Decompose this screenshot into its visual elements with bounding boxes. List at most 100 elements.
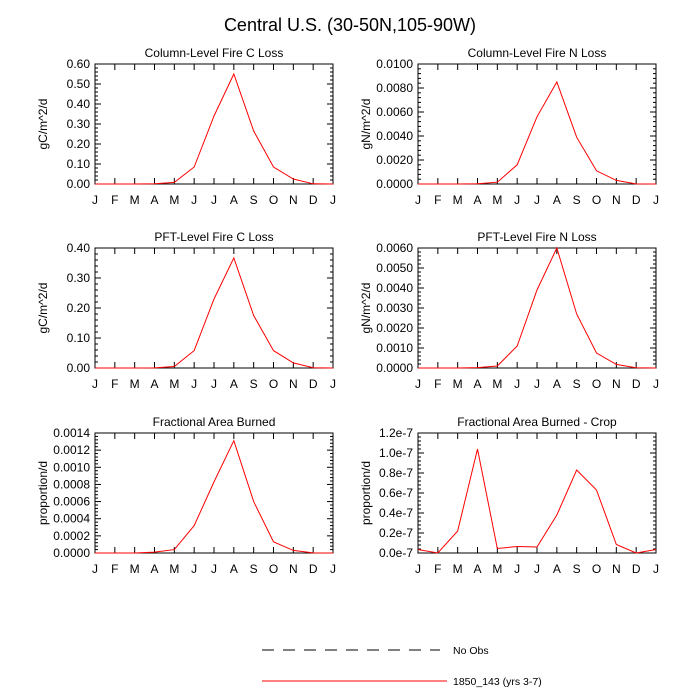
x-tick-label: F (434, 193, 441, 207)
plot-frame (417, 63, 657, 185)
x-tick-label: J (211, 562, 217, 576)
x-tick-label: J (514, 377, 520, 391)
y-tick-label: 0.00 (67, 361, 91, 375)
y-tick-label: 0.0010 (53, 460, 90, 474)
x-tick-label: N (612, 193, 621, 207)
y-tick-label: 0.0014 (53, 426, 90, 440)
panel-6: Fractional Area Burned - Crop proportion/… (359, 415, 659, 576)
x-tick-label: A (150, 562, 158, 576)
y-tick-label: 0.0060 (376, 241, 413, 255)
y-tick-label: 0.0010 (376, 341, 413, 355)
x-tick-label: J (191, 377, 197, 391)
x-tick-label: J (330, 377, 336, 391)
x-tick-label: A (230, 562, 238, 576)
y-tick-label: 0.50 (67, 77, 91, 91)
x-tick-label: S (573, 377, 581, 391)
series-line-model (95, 256, 334, 369)
y-tick-label: 0.0000 (376, 361, 413, 375)
y-tick-label: 0.0060 (376, 105, 413, 119)
panel-title: PFT-Level Fire N Loss (477, 230, 596, 244)
panel-3: PFT-Level Fire C Loss gC/m^2/d 0.00 0.10 0.2… (36, 230, 336, 391)
x-tick-label: A (150, 377, 158, 391)
x-tick-label: M (492, 377, 502, 391)
y-axis-label: gN/m^2/d (359, 99, 373, 150)
x-tick-label: J (534, 377, 540, 391)
x-tick-label: M (492, 193, 502, 207)
legend-label-model: 1850_143 (yrs 3-7) (453, 676, 542, 688)
x-tick-label: J (534, 193, 540, 207)
x-tick-label: D (309, 193, 318, 207)
y-axis-label: proportion/d (359, 461, 373, 525)
x-tick-label: A (553, 377, 561, 391)
x-tick-label: J (211, 193, 217, 207)
x-tick-label: J (534, 562, 540, 576)
panel-title: Fractional Area Burned (153, 415, 276, 429)
panel-title: PFT-Level Fire C Loss (154, 230, 273, 244)
x-tick-label: M (169, 377, 179, 391)
y-axis-label: gC/m^2/d (36, 283, 50, 334)
plot-frame (417, 247, 657, 369)
x-tick-label: A (150, 193, 158, 207)
legend: No Obs 1850_143 (yrs 3-7) (262, 645, 542, 688)
x-tick-label: J (211, 377, 217, 391)
x-tick-label: S (573, 193, 581, 207)
x-tick-label: S (573, 562, 581, 576)
y-tick-label: 0.00 (67, 177, 91, 191)
x-tick-label: N (289, 377, 298, 391)
y-axis-label: gC/m^2/d (36, 99, 50, 150)
x-tick-label: A (553, 562, 561, 576)
x-tick-label: M (453, 377, 463, 391)
x-tick-label: O (269, 562, 278, 576)
y-tick-label: 0.0012 (53, 443, 90, 457)
y-tick-label: 0.0006 (53, 495, 90, 509)
x-tick-label: J (191, 193, 197, 207)
x-tick-label: O (592, 377, 601, 391)
y-tick-label: 0.20 (67, 301, 91, 315)
x-tick-label: J (92, 193, 98, 207)
plot-frame (94, 247, 334, 369)
y-tick-label: 0.0e-7 (379, 546, 413, 560)
y-tick-label: 0.0004 (53, 512, 90, 526)
x-tick-label: J (653, 193, 659, 207)
x-tick-label: F (111, 377, 118, 391)
series-line-model (418, 246, 657, 369)
panel-5: Fractional Area Burned proportion/d 0.0000… (36, 415, 336, 576)
x-tick-label: J (415, 562, 421, 576)
y-tick-label: 0.10 (67, 331, 91, 345)
x-tick-label: O (269, 377, 278, 391)
x-tick-label: N (612, 562, 621, 576)
x-tick-label: O (592, 562, 601, 576)
y-tick-label: 0.40 (67, 241, 91, 255)
y-axis-label: gN/m^2/d (359, 283, 373, 334)
figure-title: Central U.S. (30-50N,105-90W) (224, 15, 476, 35)
y-tick-label: 0.0000 (53, 546, 90, 560)
x-tick-label: N (289, 193, 298, 207)
x-tick-label: F (434, 562, 441, 576)
y-tick-label: 0.2e-7 (379, 526, 413, 540)
x-tick-label: D (632, 377, 641, 391)
x-tick-label: A (230, 193, 238, 207)
x-tick-label: J (653, 377, 659, 391)
x-tick-label: S (250, 193, 258, 207)
y-axis-label: proportion/d (36, 461, 50, 525)
x-tick-label: S (250, 377, 258, 391)
x-tick-label: O (592, 193, 601, 207)
x-tick-label: N (612, 377, 621, 391)
x-tick-label: A (473, 193, 481, 207)
y-tick-label: 0.8e-7 (379, 466, 413, 480)
y-tick-label: 0.0020 (376, 321, 413, 335)
x-tick-label: D (309, 377, 318, 391)
x-tick-label: J (330, 562, 336, 576)
panel-2: Column-Level Fire N Loss gN/m^2/d 0.0000 0.… (359, 46, 659, 207)
y-tick-label: 0.0002 (53, 529, 90, 543)
x-tick-label: J (514, 193, 520, 207)
x-tick-label: J (92, 377, 98, 391)
x-tick-label: M (453, 562, 463, 576)
panel-1: Column-Level Fire C Loss gC/m^2/d 0.00 0.10… (36, 46, 336, 207)
x-tick-label: M (169, 562, 179, 576)
x-tick-label: M (130, 377, 140, 391)
y-tick-label: 0.0100 (376, 57, 413, 71)
y-tick-label: 0.0008 (53, 477, 90, 491)
x-tick-label: S (250, 562, 258, 576)
